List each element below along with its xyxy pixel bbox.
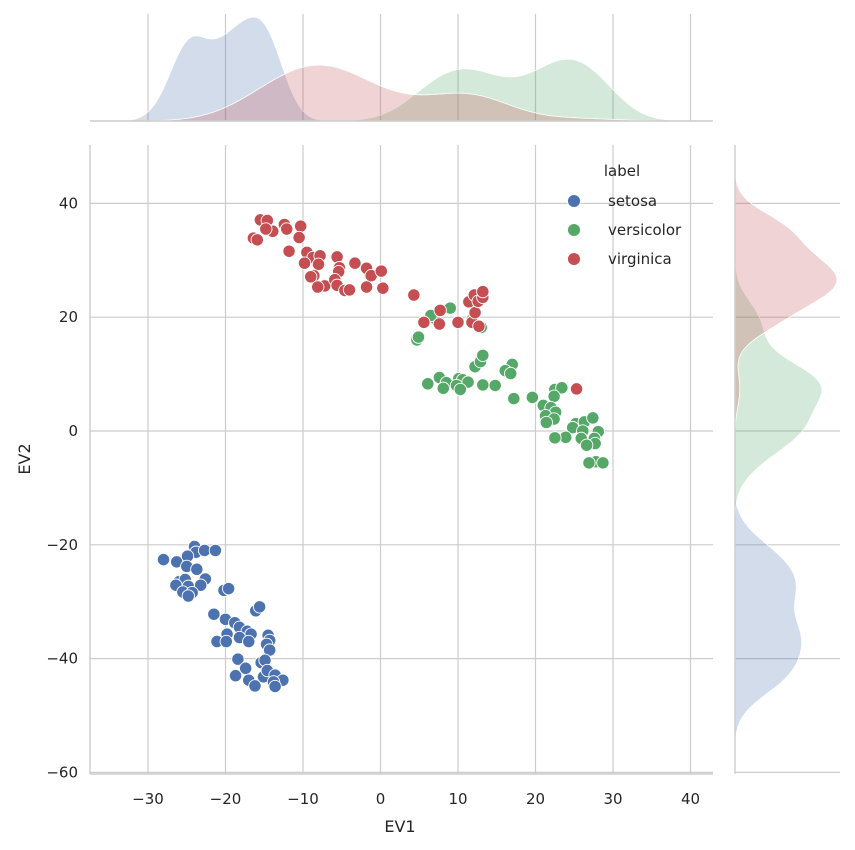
point-virginica (433, 303, 447, 318)
legend: label setosa versicolor virginica (567, 162, 682, 268)
y-tick-label: −60 (46, 763, 78, 781)
legend-label-setosa: setosa (608, 192, 657, 210)
point-versicolor (525, 390, 540, 405)
point-setosa (242, 634, 256, 649)
legend-title: label (604, 162, 640, 180)
point-setosa (208, 543, 223, 558)
point-setosa (190, 562, 204, 576)
point-setosa (248, 679, 262, 693)
point-virginica (476, 284, 490, 299)
point-virginica (292, 230, 306, 245)
y-tick-label: −20 (46, 536, 78, 554)
point-virginica (432, 317, 447, 331)
point-versicolor (504, 366, 518, 381)
main-grid (89, 145, 713, 775)
point-virginica (311, 257, 326, 271)
point-virginica (342, 283, 357, 297)
point-virginica (330, 250, 344, 264)
point-versicolor (596, 456, 610, 470)
point-virginica (468, 305, 482, 320)
point-setosa (221, 581, 236, 596)
point-versicolor (507, 391, 521, 406)
x-tick-label: 30 (603, 790, 622, 808)
point-versicolor (421, 377, 435, 391)
point-virginica (304, 270, 318, 284)
point-virginica (451, 315, 465, 329)
x-tick-label: −10 (287, 790, 319, 808)
point-virginica (311, 280, 325, 294)
legend-marker-setosa (567, 194, 581, 208)
point-setosa (252, 600, 267, 614)
top-kde-virginica (86, 64, 714, 122)
point-virginica (376, 281, 390, 295)
legend-marker-virginica (567, 252, 581, 266)
point-versicolor (586, 411, 600, 425)
point-setosa (268, 679, 282, 694)
point-virginica (417, 315, 431, 329)
point-versicolor (453, 382, 467, 397)
tick-labels: −30 −20 −10 0 10 20 30 40 −60 −40 −20 0 20 40 (46, 194, 700, 808)
right-marginal-kde (734, 140, 840, 779)
point-virginica (472, 319, 486, 333)
legend-label-virginica: virginica (608, 250, 672, 268)
point-setosa (231, 652, 245, 666)
legend-label-versicolor: versicolor (608, 221, 682, 239)
point-versicolor (582, 456, 596, 470)
point-virginica (359, 280, 374, 294)
point-virginica (374, 264, 388, 278)
point-versicolor (539, 415, 553, 430)
y-tick-label: 40 (59, 194, 78, 212)
point-setosa (228, 669, 243, 683)
y-axis-title: EV2 (15, 443, 34, 474)
y-tick-label: 0 (68, 422, 78, 440)
point-versicolor (548, 431, 562, 445)
x-tick-label: −30 (132, 790, 164, 808)
point-virginica (407, 288, 421, 302)
point-setosa (181, 589, 195, 603)
x-tick-label: 0 (376, 790, 386, 808)
legend-marker-versicolor (567, 223, 581, 237)
point-virginica (569, 382, 584, 396)
x-tick-label: 40 (681, 790, 700, 808)
point-versicolor (547, 389, 561, 403)
scatter-points (156, 213, 610, 694)
y-tick-label: 20 (59, 308, 78, 326)
point-versicolor (476, 378, 490, 392)
point-versicolor (411, 330, 426, 344)
point-setosa (219, 634, 233, 649)
x-tick-label: 10 (448, 790, 467, 808)
point-versicolor (488, 378, 502, 393)
point-setosa (207, 607, 221, 621)
point-virginica (348, 256, 362, 270)
point-virginica (250, 233, 264, 247)
point-setosa (194, 578, 208, 592)
y-tick-label: −40 (46, 650, 78, 668)
top-marginal-kde (86, 14, 714, 122)
point-versicolor (555, 381, 569, 395)
point-virginica (259, 222, 273, 236)
point-virginica (297, 256, 312, 270)
point-versicolor (580, 438, 594, 452)
x-axis-title: EV1 (384, 817, 415, 836)
point-versicolor (436, 381, 450, 395)
point-virginica (280, 222, 294, 236)
point-versicolor (476, 348, 490, 362)
point-virginica (294, 219, 308, 233)
x-tick-label: −20 (210, 790, 242, 808)
x-tick-label: 20 (526, 790, 545, 808)
point-virginica (282, 244, 296, 258)
point-setosa (156, 552, 171, 567)
